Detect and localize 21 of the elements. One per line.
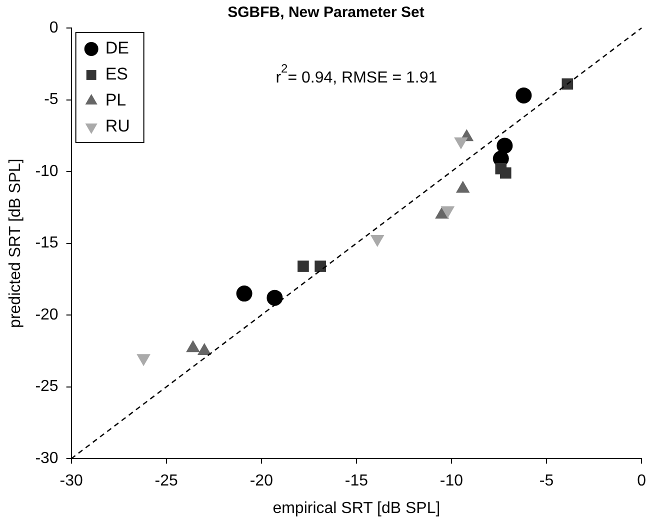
chart-title: SGBFB, New Parameter Set <box>228 4 424 22</box>
y-tick-label: -20 <box>35 306 58 324</box>
legend-label: ES <box>105 64 128 84</box>
x-tick-label: -25 <box>154 472 178 490</box>
x-tick-label: -15 <box>344 472 368 490</box>
y-tick-label: -15 <box>35 234 58 252</box>
x-axis-title: empirical SRT [dB SPL] <box>272 500 440 517</box>
y-tick-label: -10 <box>35 162 58 180</box>
y-tick-label: -25 <box>35 378 58 396</box>
legend-label: PL <box>105 90 126 110</box>
y-tick-label: 0 <box>49 19 58 36</box>
x-tick-label: -5 <box>539 472 554 490</box>
x-tick-label: 0 <box>637 472 646 490</box>
y-tick-label: -30 <box>35 450 58 468</box>
y-tick-label: -5 <box>44 91 58 108</box>
legend-label: RU <box>105 116 130 136</box>
legend-label: DE <box>105 38 129 58</box>
x-tick-label: -20 <box>250 472 274 490</box>
y-axis-title: predicted SRT [dB SPL] <box>7 158 24 328</box>
x-tick-label: -10 <box>440 472 464 490</box>
x-tick-label: -30 <box>60 472 83 490</box>
